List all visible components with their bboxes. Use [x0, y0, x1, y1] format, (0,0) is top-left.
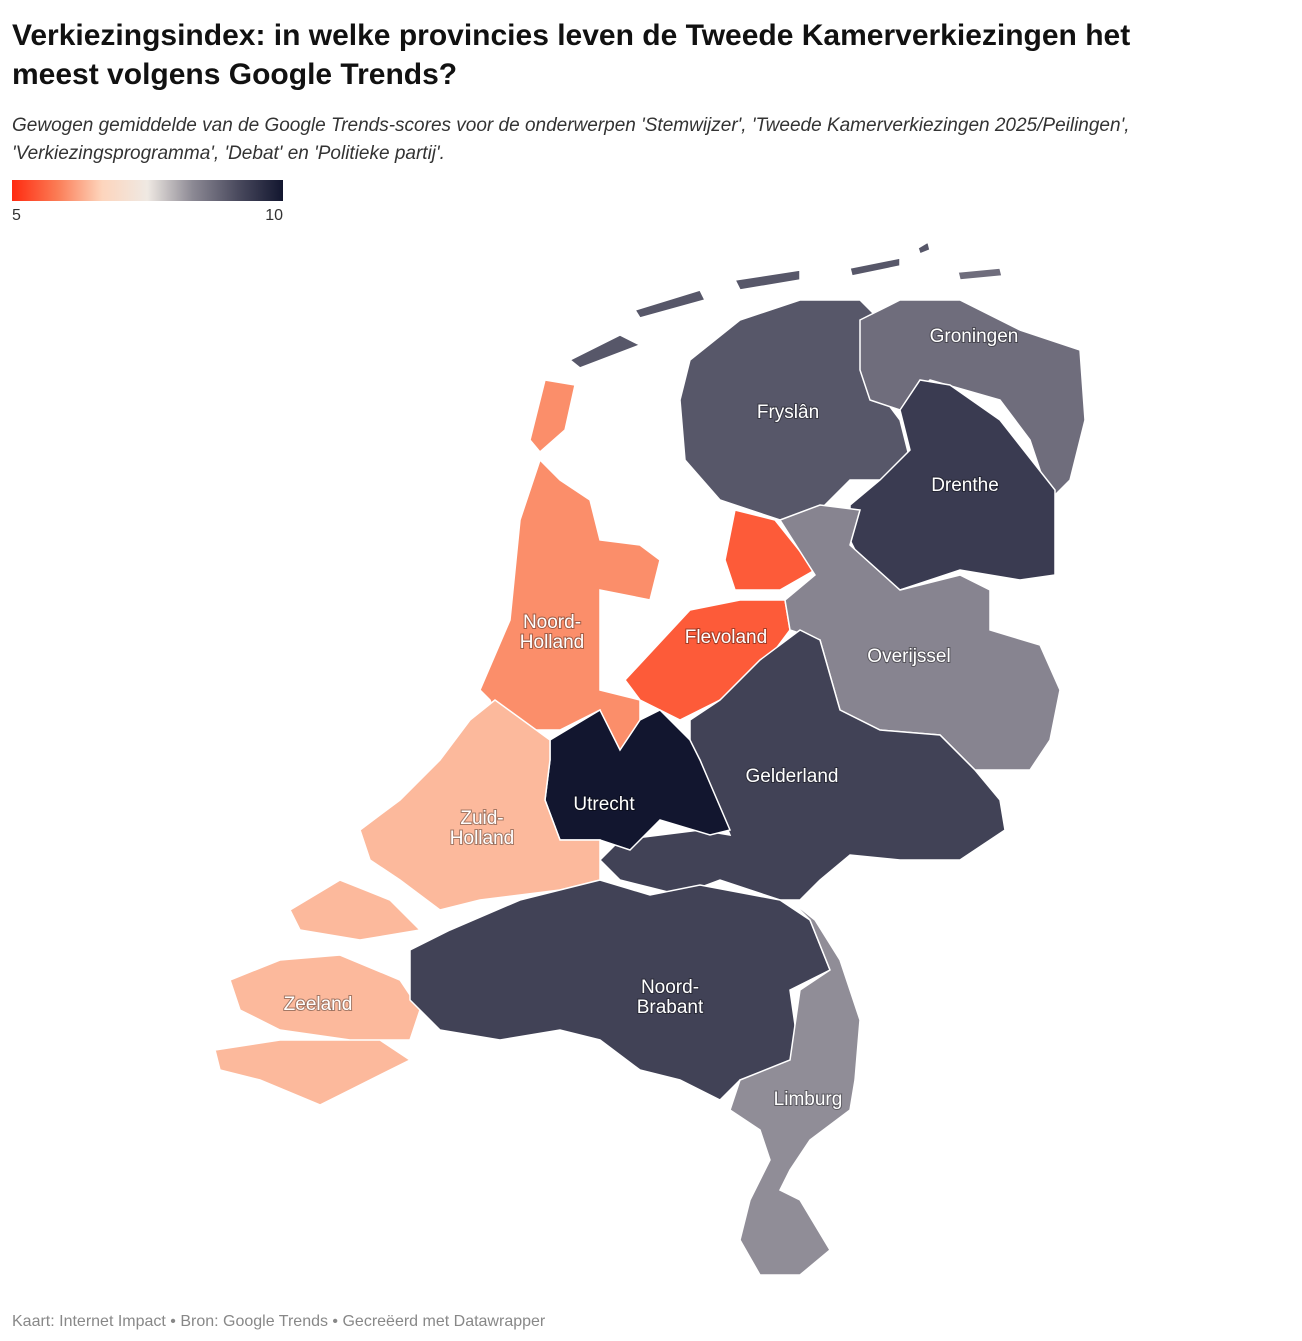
province-label: Drenthe	[931, 475, 999, 496]
province	[359, 699, 601, 911]
province-label: Overijssel	[867, 646, 950, 667]
title: Verkiezingsindex: in welke provincies le…	[12, 19, 1130, 52]
province	[849, 379, 1056, 591]
province-label: Utrecht	[573, 794, 635, 815]
province-label: Gelderland	[746, 766, 839, 787]
province-label-line: Flevoland	[685, 627, 767, 648]
province-label: Zeeland	[284, 994, 353, 1015]
province-label-line: Holland	[450, 828, 514, 849]
province-label-line: Fryslân	[757, 402, 819, 423]
province-label-line: Overijssel	[867, 646, 950, 667]
province	[214, 879, 422, 1106]
province-label: Noord-Holland	[520, 612, 584, 653]
province-label: Zuid-Holland	[450, 808, 514, 849]
province	[729, 899, 861, 1276]
province-label-line: Gelderland	[746, 766, 839, 787]
province-label: Groningen	[930, 326, 1019, 347]
province-label-line: Noord-	[641, 977, 699, 998]
province-label-line: Drenthe	[931, 475, 999, 496]
province-label: Flevoland	[685, 627, 767, 648]
province-label: Fryslân	[757, 402, 819, 423]
province-labels: Noord-Holland FlevolandFryslânGroningenDr…	[283, 325, 1020, 1111]
province-label-line: Noord-	[523, 612, 581, 633]
footer: Kaart: Internet Impact • Bron: Google Tr…	[12, 1313, 546, 1330]
legend-min: 5	[12, 207, 21, 224]
province-label-line: Utrecht	[573, 794, 635, 815]
province-label-line: Zeeland	[284, 994, 353, 1015]
province-label-line: Limburg	[774, 1089, 843, 1110]
subtitle: 'Verkiezingsprogramma', 'Debat' en 'Poli…	[12, 143, 445, 164]
province-label-line: Holland	[520, 632, 584, 653]
title: meest volgens Google Trends?	[12, 58, 457, 91]
province-label: Limburg	[774, 1089, 843, 1110]
provinces	[214, 240, 1086, 1276]
legend-max: 10	[265, 207, 283, 224]
legend-gradient	[12, 180, 283, 201]
subtitle: Gewogen gemiddelde van de Google Trends-…	[12, 115, 1129, 136]
province-label-line: Brabant	[637, 997, 704, 1018]
province-label-line: Zuid-	[460, 808, 503, 829]
province-label: Noord-Brabant	[637, 977, 704, 1018]
province	[409, 879, 831, 1101]
province-label-line: Groningen	[930, 326, 1019, 347]
province	[479, 379, 661, 751]
